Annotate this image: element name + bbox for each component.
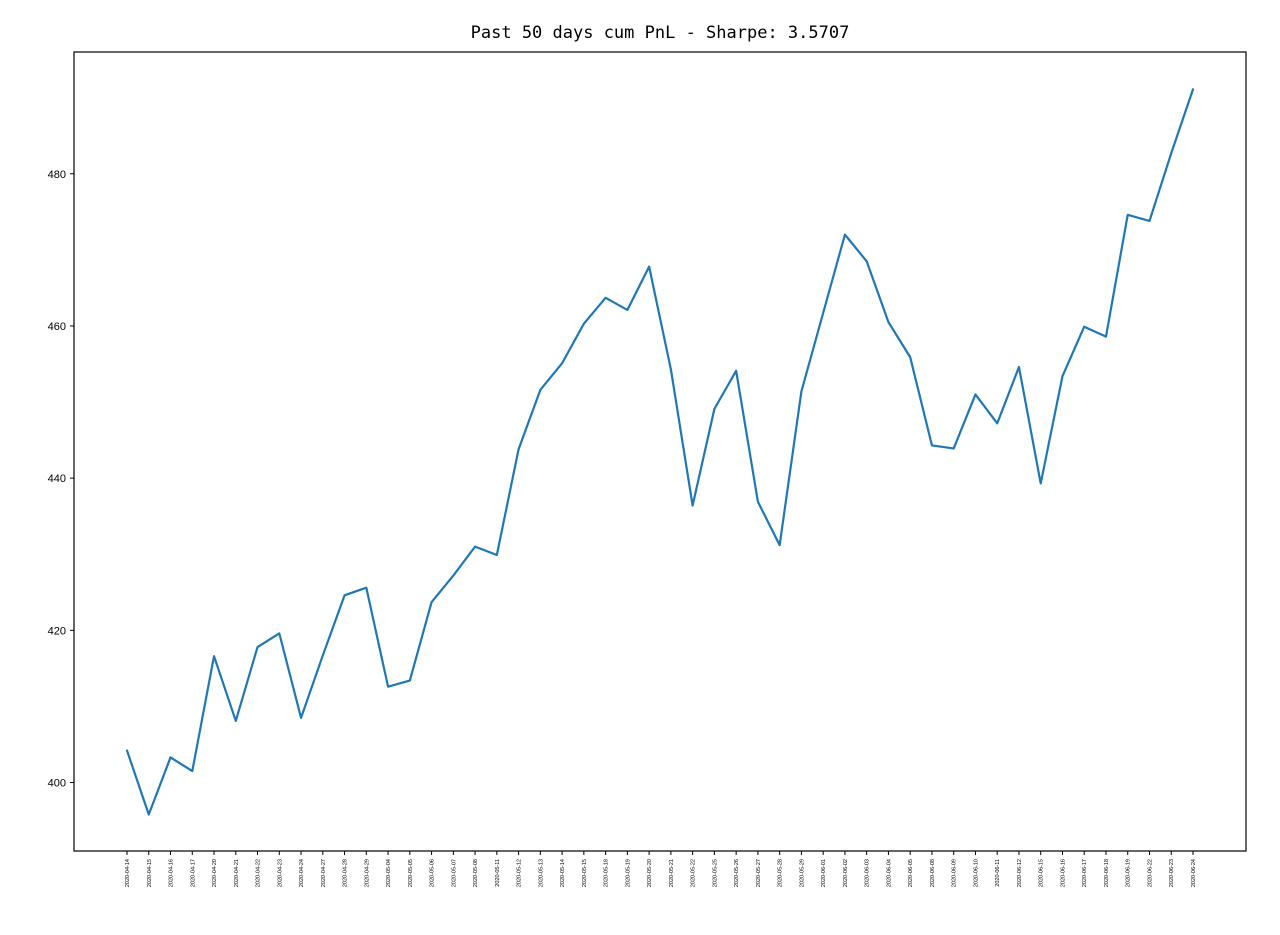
x-tick-label: 2020-06-22 — [1147, 859, 1153, 887]
x-tick-label: 2020-05-27 — [756, 859, 762, 887]
x-tick-label: 2020-06-16 — [1060, 859, 1066, 887]
x-tick-label: 2020-06-01 — [821, 859, 827, 887]
y-axis: 400 420 440 460 480 — [48, 169, 74, 790]
x-tick-label: 2020-05-13 — [538, 859, 544, 887]
x-tick-label: 2020-06-12 — [1017, 859, 1023, 887]
x-tick-label: 2020-05-28 — [778, 859, 784, 887]
x-tick-label: 2020-04-21 — [234, 859, 240, 887]
series-line-cum-pnl — [125, 88, 1195, 816]
y-tick-label: 460 — [48, 321, 66, 333]
x-tick-label: 2020-05-25 — [712, 859, 718, 887]
x-tick-label: 2020-05-14 — [560, 859, 566, 887]
x-tick-label: 2020-05-06 — [430, 859, 436, 887]
x-tick-label: 2020-05-22 — [691, 859, 697, 887]
y-tick-label: 420 — [48, 625, 66, 637]
x-tick-label: 2020-05-15 — [582, 859, 588, 887]
x-tick-label: 2020-06-23 — [1169, 859, 1175, 887]
x-tick-label: 2020-05-19 — [625, 859, 631, 887]
x-tick-label: 2020-05-29 — [799, 859, 805, 887]
x-tick-label: 2020-05-08 — [473, 859, 479, 887]
x-tick-label: 2020-04-17 — [190, 859, 196, 887]
x-tick-label: 2020-06-08 — [930, 859, 936, 887]
x-tick-label: 2020-04-29 — [364, 859, 370, 887]
chart-title: Past 50 days cum PnL - Sharpe: 3.5707 — [471, 23, 850, 43]
x-tick-label: 2020-06-17 — [1082, 859, 1088, 887]
x-tick-label: 2020-06-15 — [1039, 859, 1045, 887]
x-tick-label: 2020-06-03 — [865, 859, 871, 887]
x-axis: 2020-04-14 2020-04-15 2020-04-16 2020-04-17… — [125, 851, 1197, 887]
x-tick-label: 2020-04-23 — [277, 859, 283, 887]
x-tick-label: 2020-04-16 — [169, 859, 175, 887]
x-tick-label: 2020-06-02 — [843, 859, 849, 887]
x-tick-label: 2020-06-04 — [886, 859, 892, 887]
x-tick-label: 2020-05-20 — [647, 859, 653, 887]
x-tick-label: 2020-06-09 — [952, 859, 958, 887]
x-tick-label: 2020-04-15 — [147, 859, 153, 887]
x-tick-label: 2020-04-24 — [299, 859, 305, 887]
plot-frame — [73, 51, 1247, 852]
x-tick-label: 2020-05-26 — [734, 859, 740, 887]
x-tick-label: 2020-06-10 — [973, 859, 979, 887]
x-tick-label: 2020-05-18 — [604, 859, 610, 887]
x-tick-label: 2020-05-11 — [495, 859, 501, 887]
x-tick-label: 2020-06-05 — [908, 859, 914, 887]
y-tick-label: 400 — [48, 778, 66, 790]
y-tick-label: 440 — [48, 473, 66, 485]
x-tick-label: 2020-04-14 — [125, 859, 131, 887]
x-tick-label: 2020-06-24 — [1191, 859, 1197, 887]
x-tick-label: 2020-04-20 — [212, 859, 218, 887]
x-tick-label: 2020-06-11 — [995, 859, 1001, 887]
x-tick-label: 2020-05-04 — [386, 859, 392, 887]
x-tick-label: 2020-04-22 — [256, 859, 262, 887]
x-tick-label: 2020-04-27 — [321, 859, 327, 887]
x-tick-label: 2020-05-12 — [517, 859, 523, 887]
x-tick-label: 2020-05-07 — [451, 859, 457, 887]
x-tick-label: 2020-05-05 — [408, 859, 414, 887]
x-tick-label: 2020-06-18 — [1104, 859, 1110, 887]
y-tick-label: 480 — [48, 169, 66, 181]
x-tick-label: 2020-05-21 — [669, 859, 675, 887]
x-tick-label: 2020-06-19 — [1126, 859, 1132, 887]
x-tick-label: 2020-04-28 — [343, 859, 349, 887]
